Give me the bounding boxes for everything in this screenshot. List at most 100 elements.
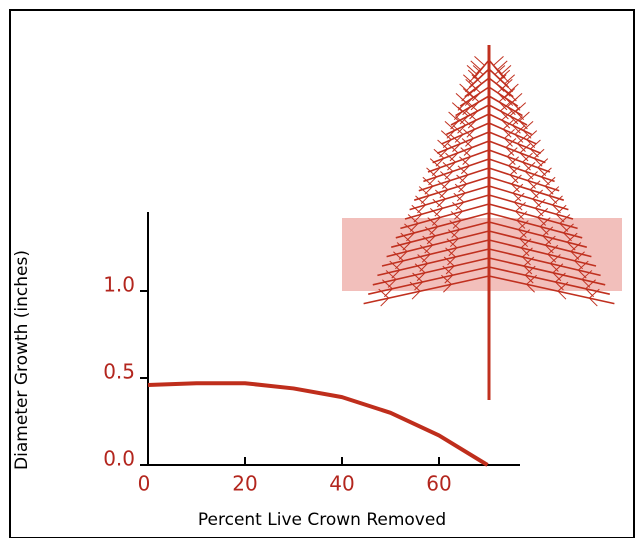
- twig: [454, 183, 466, 194]
- branch: [488, 248, 601, 277]
- twig: [497, 92, 506, 102]
- twig: [441, 274, 452, 285]
- twig: [470, 60, 482, 71]
- twig: [455, 201, 465, 211]
- twig: [467, 69, 479, 80]
- branch: [488, 212, 583, 239]
- twig: [513, 192, 525, 203]
- twig: [504, 128, 515, 139]
- highlight-band: [342, 218, 622, 291]
- twig: [396, 242, 408, 252]
- twig: [512, 124, 521, 134]
- branch: [488, 221, 587, 248]
- twig: [497, 83, 508, 94]
- twig: [533, 148, 545, 159]
- twig: [470, 101, 480, 111]
- twig: [524, 170, 534, 180]
- twig: [407, 214, 419, 224]
- twig: [496, 60, 508, 71]
- twig: [511, 183, 520, 193]
- twig: [539, 226, 549, 235]
- twig: [463, 147, 473, 156]
- twig: [443, 283, 452, 293]
- twig: [520, 238, 532, 249]
- twig: [522, 161, 531, 171]
- twig: [404, 223, 415, 234]
- branch: [363, 275, 490, 305]
- twig: [527, 171, 538, 181]
- twig: [519, 152, 529, 162]
- twig: [434, 189, 446, 200]
- twig: [439, 189, 449, 199]
- twig: [434, 207, 444, 217]
- branch: [413, 176, 490, 201]
- twig: [504, 88, 516, 98]
- twig: [442, 161, 454, 172]
- twig: [460, 165, 470, 175]
- twig: [429, 158, 441, 168]
- twig: [501, 119, 511, 129]
- branch: [488, 257, 606, 286]
- twig: [588, 288, 600, 299]
- twig: [526, 283, 535, 293]
- branch: [488, 266, 610, 295]
- twig: [465, 110, 477, 121]
- twig: [422, 176, 434, 187]
- twig: [450, 211, 462, 221]
- twig: [537, 208, 549, 218]
- twig: [515, 102, 527, 113]
- twig: [588, 297, 598, 307]
- x-tick-label: 40: [329, 472, 354, 496]
- x-tick-label: 60: [426, 472, 451, 496]
- twig: [577, 260, 589, 271]
- branch: [436, 131, 490, 154]
- twig: [522, 247, 533, 258]
- twig: [454, 134, 464, 143]
- data-line: [147, 381, 489, 467]
- twig: [411, 204, 423, 215]
- twig: [416, 272, 426, 282]
- twig: [469, 110, 478, 120]
- twig: [389, 260, 401, 271]
- branch: [488, 203, 578, 230]
- twig: [459, 174, 469, 184]
- twig: [498, 92, 510, 103]
- twig: [468, 92, 480, 103]
- branch: [488, 113, 532, 136]
- twig: [555, 204, 567, 215]
- twig: [450, 134, 461, 145]
- twig: [459, 83, 470, 94]
- twig: [557, 281, 569, 292]
- twig: [541, 167, 552, 178]
- twig: [460, 97, 471, 108]
- twig: [514, 134, 524, 143]
- twig: [499, 69, 511, 80]
- twig: [451, 229, 461, 238]
- twig: [472, 65, 484, 75]
- branch: [488, 140, 546, 164]
- branch: [488, 239, 597, 267]
- twig: [462, 74, 474, 85]
- twig: [409, 281, 421, 292]
- twig: [412, 272, 423, 283]
- twig: [501, 110, 513, 121]
- twig: [465, 138, 474, 147]
- twig: [424, 226, 436, 237]
- twig: [505, 138, 517, 148]
- twig: [448, 247, 458, 257]
- branch: [409, 185, 490, 211]
- twig: [547, 253, 557, 263]
- branch: [377, 248, 490, 277]
- twig: [537, 158, 549, 168]
- twig: [447, 256, 456, 266]
- twig: [508, 156, 520, 167]
- branch: [372, 257, 490, 286]
- twig: [454, 210, 463, 220]
- twig: [472, 92, 481, 102]
- twig: [422, 235, 434, 246]
- twig: [437, 139, 448, 150]
- twig: [529, 180, 541, 191]
- twig: [548, 186, 560, 196]
- twig: [557, 290, 567, 300]
